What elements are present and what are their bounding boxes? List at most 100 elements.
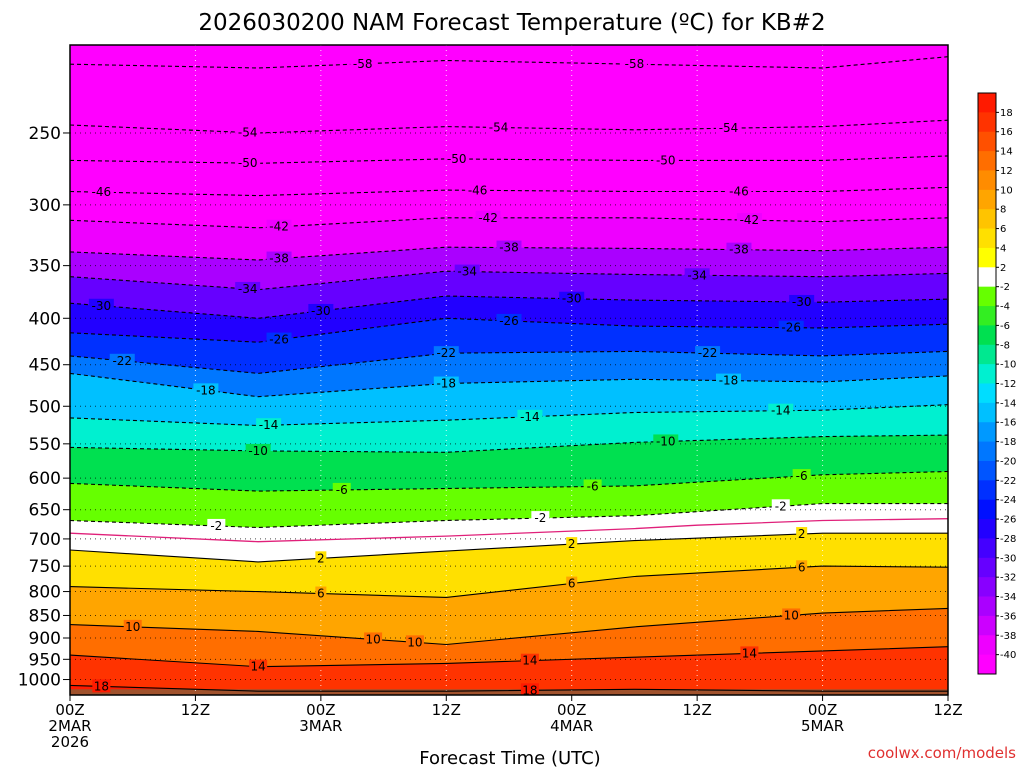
isotherm-label: -22 bbox=[436, 346, 456, 360]
isotherm-label: -34 bbox=[687, 268, 707, 282]
isotherm-line bbox=[70, 607, 948, 646]
isotherm-label: 6 bbox=[798, 560, 806, 574]
isotherm-line bbox=[70, 532, 948, 563]
isotherm-line bbox=[70, 317, 948, 343]
x-tick-label: 4MAR bbox=[550, 717, 593, 735]
isotherm-label: -46 bbox=[729, 184, 749, 198]
isotherm-label: -14 bbox=[771, 404, 791, 418]
isotherm-label-bg bbox=[332, 482, 351, 496]
colorbar-label: -8 bbox=[1000, 340, 1010, 351]
y-tick-label: 750 bbox=[29, 557, 61, 577]
isotherm-label-bg bbox=[792, 469, 811, 483]
colorbar-swatch bbox=[978, 209, 996, 229]
isotherm-lines: -58 -58 -54 -54 -54 -50 -50 -50 -46 -46 -46 -42 -42 -… bbox=[70, 56, 948, 695]
y-tick-label: 400 bbox=[29, 309, 61, 329]
x-tick-label: 12Z bbox=[933, 701, 962, 719]
colorbar-label: -34 bbox=[1000, 592, 1016, 603]
isotherm-label-bg bbox=[235, 281, 261, 295]
isotherm-label-bg bbox=[486, 120, 512, 134]
x-tick-label: 00Z bbox=[306, 701, 335, 719]
isotherm-label: 2 bbox=[568, 537, 576, 551]
isotherm-label-bg bbox=[266, 332, 292, 346]
isotherm-label: 10 bbox=[407, 635, 422, 649]
x-tick-label: 12Z bbox=[682, 701, 711, 719]
isotherm-label-bg bbox=[109, 353, 135, 367]
isotherm-label: -38 bbox=[269, 252, 289, 266]
isotherm-label-bg bbox=[475, 210, 501, 224]
colorbar-label: -30 bbox=[1000, 553, 1016, 564]
isotherm-label-bg bbox=[496, 313, 522, 327]
isotherm-label: -30 bbox=[562, 292, 582, 306]
colorbar-swatch bbox=[978, 538, 996, 559]
isotherm-label: -14 bbox=[259, 418, 279, 432]
isotherm-label-bg bbox=[496, 240, 522, 254]
isotherm-label: -26 bbox=[269, 333, 289, 347]
isotherm-line bbox=[70, 646, 948, 668]
y-tick-label: 500 bbox=[29, 397, 61, 417]
x-tick-label: 00Z bbox=[55, 701, 84, 719]
x-tick-label: 00Z bbox=[808, 701, 837, 719]
y-tick-label: 300 bbox=[29, 196, 61, 216]
isotherm-label: 18 bbox=[94, 679, 109, 693]
isotherm-label: 6 bbox=[568, 577, 576, 591]
isotherm-label: 2 bbox=[317, 551, 325, 565]
y-tick-label: 550 bbox=[29, 435, 61, 455]
isotherm-label-bg bbox=[782, 608, 801, 622]
isotherm-label: -30 bbox=[311, 304, 331, 318]
isotherm-label: 14 bbox=[251, 660, 266, 674]
colorbar-label: -26 bbox=[1000, 515, 1016, 526]
colorbar-swatch bbox=[978, 189, 996, 210]
x-tick-label: 2026 bbox=[51, 733, 89, 751]
colorbar-swatch bbox=[978, 615, 996, 636]
isotherm-label-bg bbox=[768, 403, 794, 417]
isotherm-label: -6 bbox=[336, 483, 348, 497]
y-tick-label: 800 bbox=[29, 583, 61, 603]
isotherm-label-bg bbox=[566, 537, 578, 551]
colorbar-label: -32 bbox=[1000, 573, 1016, 584]
colorbar-label: 18 bbox=[1000, 108, 1013, 119]
isotherm-label: -50 bbox=[447, 152, 467, 166]
y-tick-label: 850 bbox=[29, 606, 61, 626]
isotherm-label-bg bbox=[796, 560, 808, 574]
colorbar-label: 10 bbox=[1000, 185, 1013, 196]
colorbar-label: -36 bbox=[1000, 611, 1016, 622]
colorbar-swatch bbox=[978, 151, 996, 171]
colorbar-swatch bbox=[978, 577, 996, 597]
colorbar-swatch bbox=[978, 364, 996, 384]
isotherm-label-bg bbox=[789, 294, 815, 308]
isotherm-label-bg bbox=[796, 527, 808, 541]
colorbar-swatch bbox=[978, 460, 996, 481]
isotherm-label-bg bbox=[364, 632, 383, 646]
y-tick-label: 650 bbox=[29, 501, 61, 521]
plot-frame bbox=[69, 44, 949, 696]
isotherm-label-bg bbox=[444, 151, 470, 165]
colorbar-swatch bbox=[978, 635, 996, 656]
isotherm-label-bg bbox=[621, 57, 647, 71]
colorbar-label: 4 bbox=[1000, 243, 1006, 254]
colorbar-label: -12 bbox=[1000, 379, 1016, 390]
y-tick-label: 250 bbox=[29, 124, 61, 144]
isotherm-label-bg bbox=[517, 409, 543, 423]
isotherm-label-bg bbox=[315, 551, 327, 565]
colorbar-label: -38 bbox=[1000, 631, 1016, 642]
isotherm-label-bg bbox=[566, 576, 578, 590]
isotherm-label-bg bbox=[695, 346, 721, 360]
isotherm-label-bg bbox=[235, 156, 261, 170]
colorbar-swatch bbox=[978, 267, 996, 288]
isotherm-label: -14 bbox=[520, 410, 540, 424]
colorbar-label: -24 bbox=[1000, 495, 1016, 506]
isotherm-label: -42 bbox=[269, 220, 289, 234]
colorbar-swatch bbox=[978, 112, 996, 133]
isotherm-label: -54 bbox=[719, 121, 739, 135]
isotherm-line bbox=[70, 350, 948, 374]
isotherm-label: -50 bbox=[238, 156, 258, 170]
colorbar-swatch bbox=[978, 596, 996, 617]
colorbar-label: -2 bbox=[1000, 282, 1010, 293]
colorbar-swatch bbox=[978, 131, 996, 152]
isotherm-label-bg bbox=[465, 183, 491, 197]
colorbar-swatch bbox=[978, 383, 996, 404]
isotherm-label: -34 bbox=[238, 282, 258, 296]
isotherm-label: -2 bbox=[210, 519, 222, 533]
isotherm-label-bg bbox=[736, 213, 762, 227]
isotherm-label: -34 bbox=[457, 265, 477, 279]
